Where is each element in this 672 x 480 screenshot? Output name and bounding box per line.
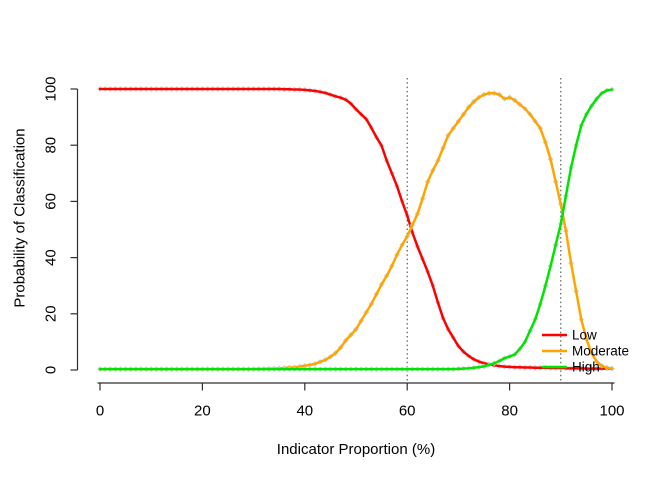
series-line-low: [98, 87, 614, 370]
series-moderate: [97, 90, 615, 372]
x-tick-label: 100: [599, 403, 624, 420]
series-line-high: [98, 88, 614, 371]
series-high: [97, 86, 615, 372]
y-tick-label: 0: [43, 366, 60, 374]
legend-entry-low: Low: [542, 328, 597, 343]
y-axis-title: Probability of Classification: [11, 128, 29, 308]
y-tick-label: 100: [43, 76, 60, 101]
y-tick-label: 40: [43, 249, 60, 266]
x-tick-label: 0: [96, 403, 104, 420]
x-axis-title: Indicator Proportion (%): [276, 441, 436, 458]
x-tick-label: 80: [501, 403, 518, 420]
series-line-moderate: [98, 91, 614, 371]
legend-label-low: Low: [572, 328, 597, 343]
legend-entry-high: High: [542, 360, 600, 375]
x-tick-label: 60: [399, 403, 416, 420]
y-tick-label: 80: [43, 137, 60, 154]
legend-label-moderate: Moderate: [572, 344, 629, 359]
legend-entry-moderate: Moderate: [542, 344, 629, 359]
y-tick-label: 20: [43, 305, 60, 322]
x-tick-label: 40: [296, 403, 313, 420]
y-tick-label: 60: [43, 193, 60, 210]
x-tick-label: 20: [194, 403, 211, 420]
legend-label-high: High: [572, 360, 600, 375]
